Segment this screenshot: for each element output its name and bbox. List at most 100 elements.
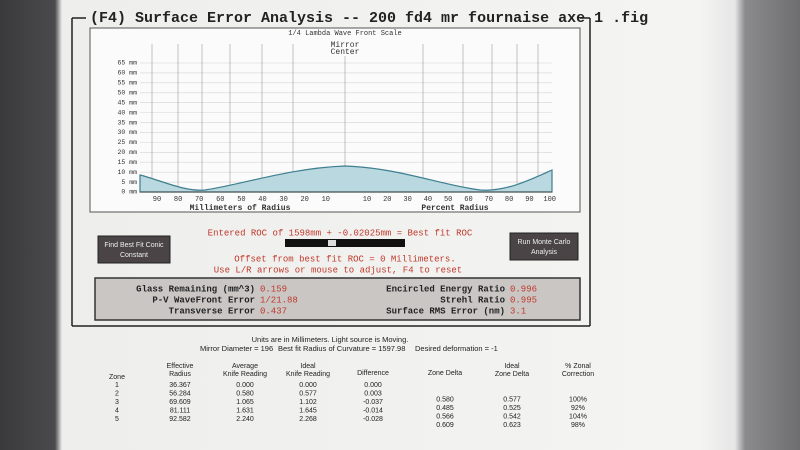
- y-label: 55 mm: [117, 80, 137, 87]
- table-cell: 0.000: [299, 382, 317, 389]
- x-label: 70: [195, 196, 203, 204]
- y-label: 65 mm: [117, 60, 137, 67]
- offset-line: Offset from best fit ROC = 0 Millimeters…: [234, 254, 455, 264]
- y-label: 25 mm: [117, 139, 137, 146]
- result-value: 0.995: [510, 295, 537, 305]
- x-label: 20: [300, 196, 308, 204]
- table-cell: -0.037: [363, 399, 383, 406]
- table-cell: 3: [115, 399, 119, 406]
- table-cell: 1.645: [299, 408, 317, 415]
- y-label: 30 mm: [117, 129, 137, 136]
- column-header: Ideal: [504, 363, 520, 370]
- result-label: Strehl Ratio: [440, 295, 505, 305]
- x-label: 40: [258, 196, 266, 204]
- table-cell: -0.014: [363, 408, 383, 415]
- x-label: 30: [403, 196, 411, 204]
- column-header: Radius: [169, 371, 191, 378]
- table-cell: 0.542: [503, 414, 521, 421]
- center-label: Center: [331, 48, 360, 57]
- y-label: 20 mm: [117, 149, 137, 156]
- result-value: 0.159: [260, 284, 287, 294]
- x-label: 90: [525, 196, 533, 204]
- table-cell: 5: [115, 416, 119, 423]
- conic-button[interactable]: Find Best Fit Conic Constant: [97, 235, 171, 264]
- x-label: 70: [485, 196, 493, 204]
- y-label: 40 mm: [117, 109, 137, 116]
- x-label: 10: [363, 196, 371, 204]
- diameter-note: Mirror Diameter = 196: [200, 344, 273, 353]
- monte-carlo-button[interactable]: Run Monte Carlo Analysis: [509, 232, 579, 261]
- button-label[interactable]: Analysis: [531, 249, 558, 256]
- y-label: 60 mm: [117, 70, 137, 77]
- table-cell: 36.367: [169, 382, 191, 389]
- x-axis-title: Millimeters of Radius: [190, 204, 291, 213]
- table-cell: 2.268: [299, 416, 317, 423]
- x-label: 80: [505, 196, 513, 204]
- help-line: Use L/R arrows or mouse to adjust, F4 to…: [214, 265, 462, 275]
- table-cell: 69.609: [169, 399, 191, 406]
- y-label: 0 mm: [121, 189, 137, 196]
- center-label: Mirror: [331, 41, 360, 50]
- table-cell: 81.111: [170, 408, 190, 415]
- y-label: 35 mm: [117, 119, 137, 126]
- table-cell: 0.577: [503, 396, 521, 403]
- table-cell: 56.284: [169, 390, 191, 397]
- x-label: 40: [424, 196, 432, 204]
- result-label: Glass Remaining (mm^3): [136, 284, 255, 294]
- table-cell: 0.525: [503, 405, 521, 412]
- table-cell: 1.631: [236, 408, 254, 415]
- table-cell: 1: [115, 382, 119, 389]
- y-label: 50 mm: [117, 89, 137, 96]
- results: Glass Remaining (mm^3) 0.159 P-V WaveFront…: [136, 284, 537, 316]
- roc-line: Entered ROC of 1598mm + -0.02025mm = Bes…: [208, 228, 473, 238]
- table-cell: 0.566: [436, 414, 454, 421]
- button-face[interactable]: [509, 232, 579, 261]
- table-cell: 92.582: [169, 416, 191, 423]
- x-label: 80: [174, 196, 182, 204]
- button-face[interactable]: [97, 235, 171, 264]
- radius-note: Best fit Radius of Curvature = 1597.98: [278, 344, 405, 353]
- window-title: (F4) Surface Error Analysis -- 200 fd4 m…: [90, 10, 648, 27]
- result-value: 1/21.88: [260, 295, 298, 305]
- scroll-thumb[interactable]: [328, 240, 336, 246]
- result-value: 0.437: [260, 306, 287, 316]
- scrollbar[interactable]: [285, 239, 405, 247]
- column-header: Correction: [562, 371, 594, 378]
- table-cell: 0.609: [436, 422, 454, 429]
- deformation-note: Desired deformation = -1: [415, 344, 498, 353]
- table-cell: 92%: [571, 405, 585, 412]
- table-cell: 0.000: [236, 382, 254, 389]
- table-cell: 0.580: [436, 396, 454, 403]
- result-label: Transverse Error: [169, 306, 255, 316]
- table-cell: 4: [115, 408, 119, 415]
- column-header: Knife Reading: [286, 371, 330, 378]
- column-header: % Zonal: [565, 363, 591, 370]
- table-cell: 2: [115, 390, 119, 397]
- table-cell: 0.000: [364, 382, 382, 389]
- table-cell: 0.580: [236, 390, 254, 397]
- button-label[interactable]: Constant: [120, 252, 148, 259]
- table-cell: 0.003: [364, 390, 382, 397]
- column-header: Zone: [109, 374, 125, 381]
- column-header: Zone Delta: [495, 371, 529, 378]
- y-label: 15 mm: [117, 159, 137, 166]
- table-cell: 1.065: [236, 399, 254, 406]
- column-header: Ideal: [300, 363, 316, 370]
- y-label: 5 mm: [121, 179, 137, 186]
- y-label: 45 mm: [117, 99, 137, 106]
- table-cell: 0.485: [436, 405, 454, 412]
- button-label[interactable]: Find Best Fit Conic: [104, 242, 164, 249]
- result-label: Encircled Energy Ratio: [386, 284, 505, 294]
- button-label[interactable]: Run Monte Carlo: [518, 239, 571, 246]
- x-label: 10: [322, 196, 330, 204]
- table-cell: -0.028: [363, 416, 383, 423]
- table-cell: 104%: [569, 414, 587, 421]
- column-header: Effective: [167, 363, 194, 370]
- x-label: 30: [279, 196, 287, 204]
- plot: 65 mm 60 mm 55 mm 50 mm 45 mm 40 mm 35 mm 30 mm…: [117, 44, 556, 204]
- x-label: 60: [216, 196, 224, 204]
- y-label: 10 mm: [117, 169, 137, 176]
